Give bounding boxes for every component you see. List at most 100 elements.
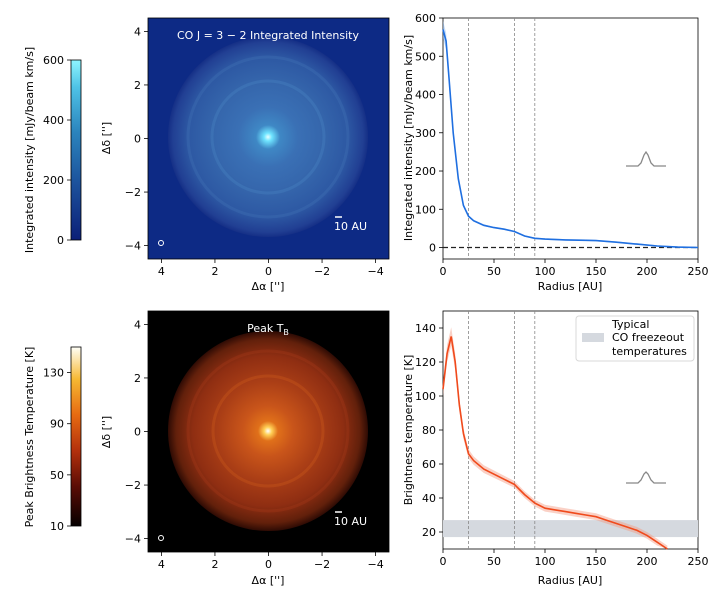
co-profile-xtick-label: 150 [586, 265, 607, 278]
tb-profile: 0 50 100 150 200 250 20 40 60 80 100 120 140 Typical… [402, 310, 709, 587]
colorbar-intensity: 0 200 400 600 Integrated intensity [mJy/bea… [23, 47, 82, 253]
co-profile-ytick-label: 100 [415, 203, 436, 216]
co-map-ytick-label: −4 [125, 240, 141, 253]
co-profile-xtick-label: 0 [440, 265, 447, 278]
co-map-xlabel: Δα [''] [252, 280, 285, 293]
peak-map-xlabel: Δα [''] [252, 574, 285, 587]
tb-profile-xtick-label: 50 [487, 555, 501, 568]
peak-map-xtick-label: 2 [211, 558, 218, 571]
tb-profile-ytick-label: 60 [422, 458, 436, 471]
peak-map-ytick-label: −2 [125, 479, 141, 492]
co-profile-xlabel: Radius [AU] [538, 280, 603, 293]
tb-profile-line [442, 336, 668, 550]
co-map-ticks: 4 2 0 −2 −4 4 2 0 −2 −4 [125, 25, 384, 278]
co-profile: 0 50 100 150 200 250 0 100 200 300 400 500 600 Radiu… [402, 12, 709, 293]
co-profile-ytick-label: 500 [415, 50, 436, 63]
freezeout-legend: Typical CO freezeout temperatures [575, 315, 695, 362]
colorbar-intensity-ticks: 0 200 400 600 [43, 54, 71, 247]
freezeout-legend-text: Typical CO freezeout temperatures [611, 318, 688, 358]
co-profile-ytick-label: 400 [415, 89, 436, 102]
colorbar-temperature-tick-label: 10 [50, 520, 64, 533]
peak-ring [186, 349, 350, 513]
peak-ring [211, 374, 325, 488]
tb-profile-ytick-label: 120 [415, 356, 436, 369]
peak-map-xtick-label: −4 [368, 558, 384, 571]
co-ring [210, 79, 326, 195]
co-map-xtick-label: 4 [158, 265, 165, 278]
tb-profile-freezeout-band [443, 520, 698, 538]
co-map-ytick-label: 2 [134, 79, 141, 92]
colorbar-temperature-tick-label: 90 [50, 418, 64, 431]
co-map-ytick-label: 0 [134, 133, 141, 146]
co-map-xtick-label: −2 [314, 265, 330, 278]
co-map: 10 AU CO J = 3 − 2 Integrated Intensity … [100, 17, 390, 293]
co-profile-ylabel: Integrated intensity [mJy/beam km/s] [402, 35, 415, 241]
peak-map-title-sub: B [283, 328, 289, 337]
peak-map-xtick-label: 0 [265, 558, 272, 571]
co-profile-ytick-label: 0 [429, 242, 436, 255]
colorbar-temperature-bar [70, 346, 82, 527]
freezeout-legend-line-1: Typical [611, 318, 649, 331]
colorbar-intensity-tick-label: 0 [57, 234, 64, 247]
colorbar-temperature-tick-label: 130 [43, 367, 64, 380]
co-profile-ytick-label: 200 [415, 165, 436, 178]
colorbar-temperature-ticks: 10 50 90 130 [43, 367, 71, 533]
peak-map-ytick-label: 2 [134, 372, 141, 385]
co-profile-line [442, 29, 699, 249]
beam-profile-icon-line [626, 150, 666, 167]
co-profile-xtick-label: 200 [637, 265, 658, 278]
tb-profile-ytick-label: 20 [422, 526, 436, 539]
colorbar-temperature-label: Peak Brightness Temperature [K] [23, 347, 36, 528]
freezeout-legend-line-3: temperatures [612, 345, 687, 358]
co-map-xtick-label: 2 [211, 265, 218, 278]
tb-profile-xtick-label: 200 [637, 555, 658, 568]
tb-profile-ylabel: Brightness temperature [K] [402, 355, 415, 506]
co-scalebar-label: 10 AU [334, 220, 367, 233]
tb-profile-ytick-label: 100 [415, 390, 436, 403]
colorbar-temperature: 10 50 90 130 Peak Brightness Temperature [K… [23, 346, 82, 533]
peak-disk [168, 331, 368, 531]
peak-map-xtick-label: 4 [158, 558, 165, 571]
tb-profile-xtick-label: 250 [688, 555, 709, 568]
peak-map: 10 AU Peak TB 4 2 0 −2 −4 4 2 0 −2 −4 Δα [''] Δδ … [100, 310, 390, 587]
co-map-ylabel: Δδ [''] [100, 122, 113, 154]
beam-profile-icon [626, 150, 666, 167]
tb-profile-xlabel: Radius [AU] [538, 574, 603, 587]
co-profile-plot: 0 50 100 150 200 250 0 100 200 300 400 500 600 [415, 12, 709, 278]
co-profile-xtick-label: 250 [688, 265, 709, 278]
colorbar-intensity-bar [70, 59, 82, 241]
peak-beam-ellipse [158, 535, 164, 541]
colorbar-temperature-tick-label: 50 [50, 469, 64, 482]
peak-map-title-main: Peak T [247, 322, 284, 335]
colorbar-intensity-tick-label: 600 [43, 54, 64, 67]
colorbar-intensity-tick-label: 400 [43, 114, 64, 127]
beam-profile-icon [626, 471, 666, 484]
freezeout-legend-line-2: CO freezeout [612, 331, 685, 344]
peak-map-ytick-label: −4 [125, 533, 141, 546]
peak-map-xtick-label: −2 [314, 558, 330, 571]
co-profile-frame [442, 17, 699, 260]
co-map-xtick-label: −4 [368, 265, 384, 278]
co-profile-xtick-label: 100 [535, 265, 556, 278]
peak-map-ytick-label: 4 [134, 318, 141, 331]
peak-scalebar-label: 10 AU [334, 515, 367, 528]
beam-profile-icon-line [626, 471, 666, 484]
tb-profile-ytick-label: 140 [415, 322, 436, 335]
colorbar-intensity-label: Integrated intensity [mJy/beam km/s] [23, 47, 36, 253]
co-map-xtick-label: 0 [265, 265, 272, 278]
co-disk [168, 37, 368, 237]
co-profile-ytick-label: 300 [415, 127, 436, 140]
tb-profile-ytick-label: 40 [422, 492, 436, 505]
co-beam-ellipse [158, 240, 164, 246]
freezeout-legend-swatch [582, 333, 604, 342]
colorbar-intensity-tick-label: 200 [43, 174, 64, 187]
co-map-ytick-label: −2 [125, 186, 141, 199]
tb-profile-plot: 0 50 100 150 200 250 20 40 60 80 100 120 140 [415, 311, 709, 568]
co-profile-xtick-label: 50 [487, 265, 501, 278]
tb-profile-ytick-label: 80 [422, 424, 436, 437]
co-profile-ytick-label: 600 [415, 12, 436, 25]
tb-profile-xtick-label: 0 [440, 555, 447, 568]
peak-map-ytick-label: 0 [134, 426, 141, 439]
freezeout-legend-box [575, 315, 695, 362]
